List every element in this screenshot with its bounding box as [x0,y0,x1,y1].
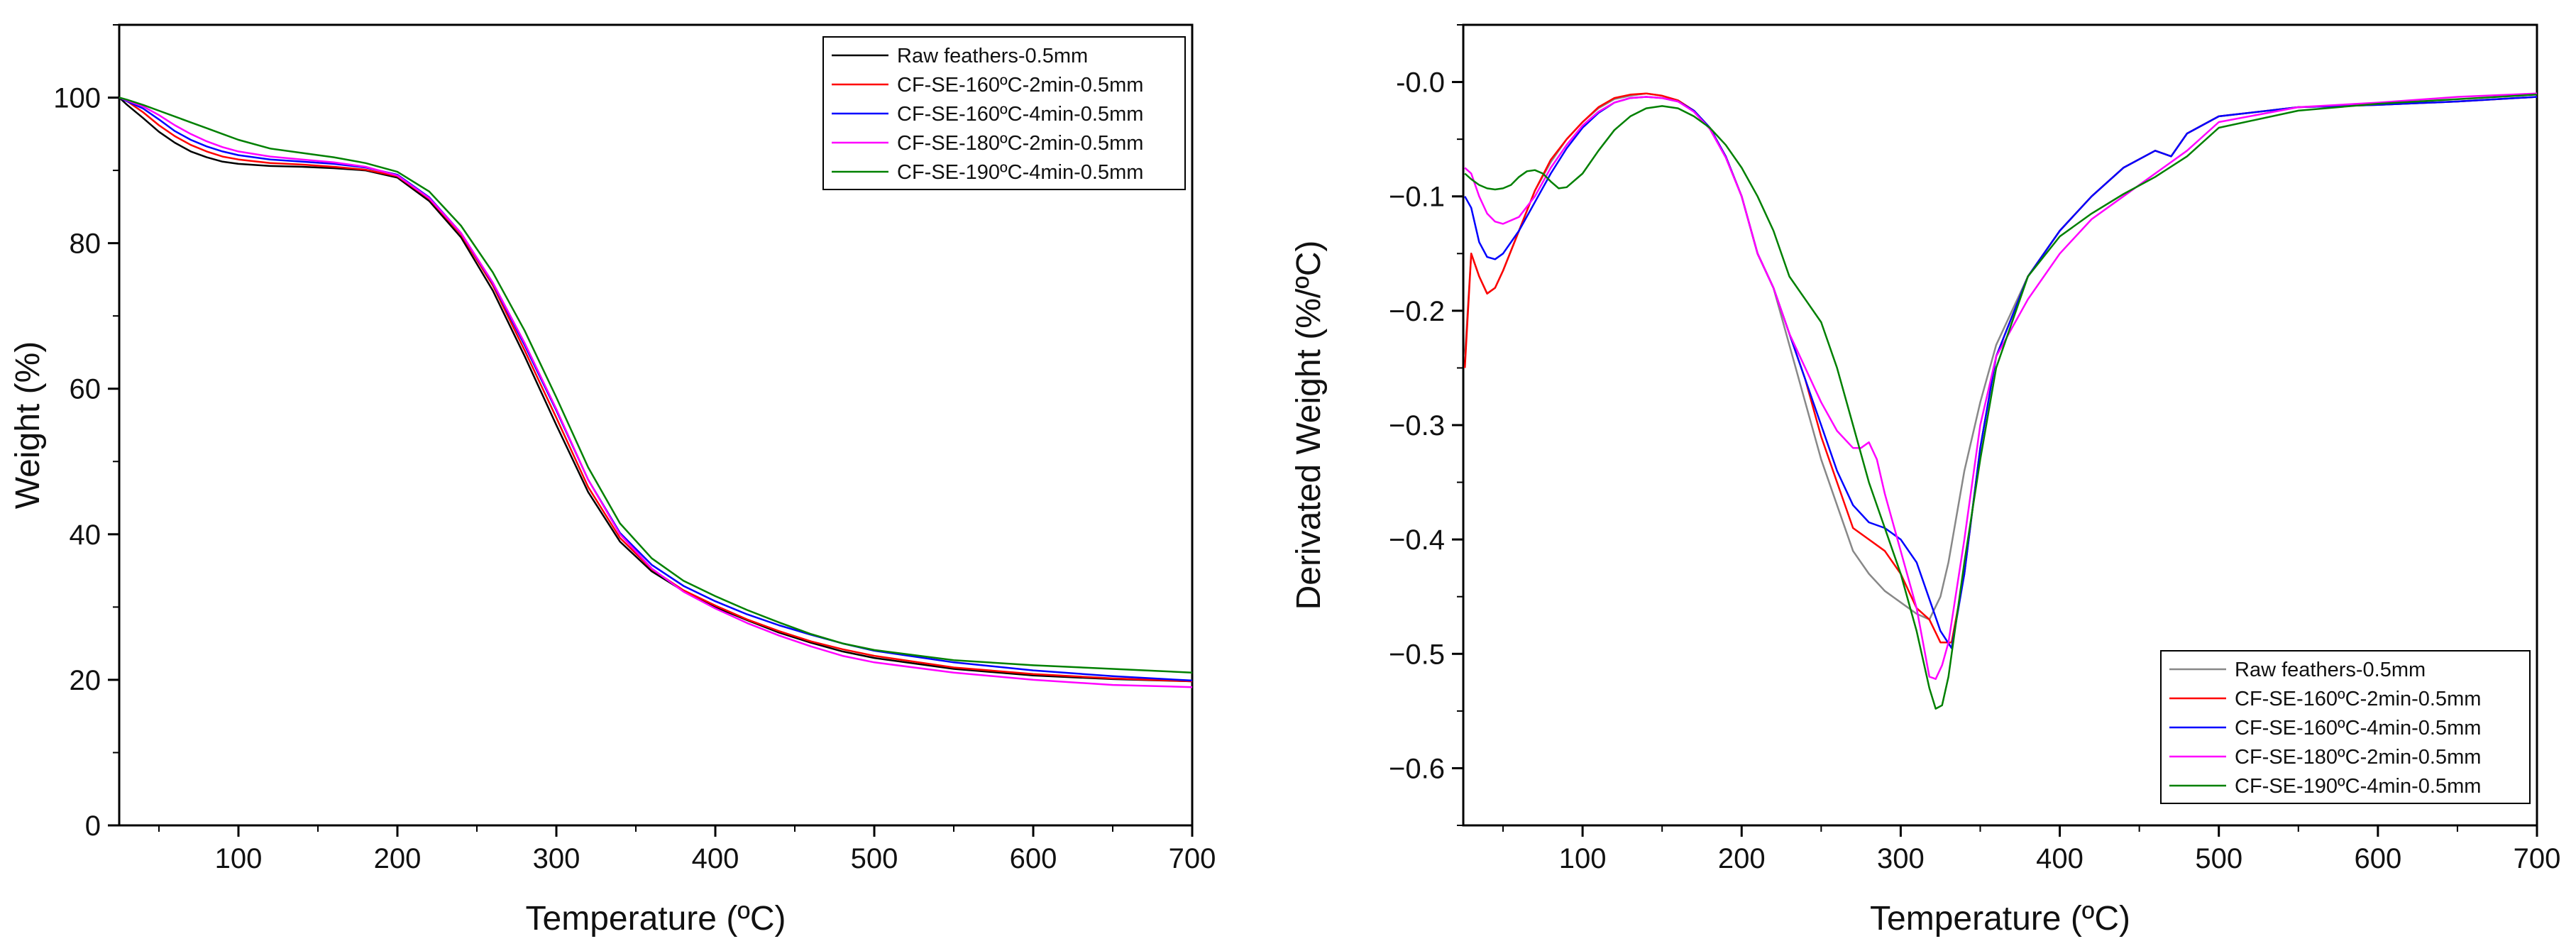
x-tick-label: 400 [2036,843,2084,874]
tga-plot-frame [118,23,1194,827]
dtg-axis-ticks: 100 200 300 400 500 600 700 -0.0 −0.1 −0.2 −0.3 −0.… [1389,24,2561,874]
x-tick-label: 600 [2354,843,2401,874]
legend-label: CF-SE-160ºC-4min-0.5mm [2235,717,2481,740]
y-tick-label: 40 [70,520,101,551]
tga-legend: Raw feathers-0.5mm CF-SE-160ºC-2min-0.5mm… [822,36,1186,190]
y-tick-label: −0.2 [1389,296,1445,327]
dtg-x-axis-title: Temperature (ºC) [1870,900,2130,938]
tga-series-lines [119,97,1193,688]
dtg-chart: 100 200 300 400 500 600 700 -0.0 −0.1 −0.2 −0.3 −0.… [1290,23,2561,938]
legend-label: CF-SE-160ºC-4min-0.5mm [897,103,1143,126]
series-line-4 [119,97,1193,688]
series-line-2 [1463,92,2538,644]
tga-axis-ticks: 100 200 300 400 500 600 700 0 20 40 60 80 100 [53,24,1216,874]
legend-label: CF-SE-180ºC-2min-0.5mm [897,132,1143,155]
y-tick-label: 60 [70,374,101,405]
series-line-3 [1464,96,2538,649]
series-line-1 [119,97,1193,683]
y-tick-label: −0.4 [1389,524,1445,556]
legend-label: CF-SE-190ºC-4min-0.5mm [897,161,1143,184]
x-tick-label: 300 [1877,843,1925,874]
y-tick-label: 100 [53,83,101,114]
y-tick-label: -0.0 [1396,67,1445,99]
x-tick-label: 400 [692,843,739,874]
legend-label: CF-SE-190ºC-4min-0.5mm [2235,775,2481,798]
series-line-5 [1464,94,2538,710]
series-line-4 [1464,92,2538,680]
tga-y-axis-title: Weight (%) [9,341,47,510]
tga-x-axis-title: Temperature (ºC) [526,900,786,938]
x-tick-label: 700 [2514,843,2561,874]
y-tick-label: 80 [70,229,101,260]
series-line-5 [119,97,1193,674]
y-tick-label: 0 [85,810,101,842]
x-tick-label: 500 [851,843,898,874]
dtg-series-lines [1463,92,2538,710]
y-tick-label: −0.6 [1389,753,1445,784]
y-tick-label: −0.5 [1389,639,1445,670]
y-tick-label: −0.1 [1389,182,1445,213]
x-tick-label: 100 [215,843,263,874]
legend-label: Raw feathers-0.5mm [2235,659,2426,681]
legend-label: CF-SE-160ºC-2min-0.5mm [897,74,1143,97]
legend-label: CF-SE-180ºC-2min-0.5mm [2235,746,2481,769]
x-tick-label: 600 [1010,843,1057,874]
legend-label: CF-SE-160ºC-2min-0.5mm [2235,688,2481,710]
legend-label: Raw feathers-0.5mm [897,45,1088,67]
tga-chart: 100 200 300 400 500 600 700 0 20 40 60 80 100 Temper… [9,23,1216,938]
dtg-y-axis-title: Derivated Weight (%/ºC) [1290,241,1328,610]
series-line-2 [119,97,1193,683]
dtg-legend: Raw feathers-0.5mm CF-SE-160ºC-2min-0.5mm… [2160,650,2531,804]
x-tick-label: 200 [374,843,422,874]
x-tick-label: 100 [1559,843,1607,874]
x-tick-label: 200 [1718,843,1766,874]
x-tick-label: 300 [533,843,580,874]
x-tick-label: 500 [2195,843,2242,874]
y-tick-label: 20 [70,665,101,696]
x-tick-label: 700 [1169,843,1216,874]
y-tick-label: −0.3 [1389,410,1445,441]
